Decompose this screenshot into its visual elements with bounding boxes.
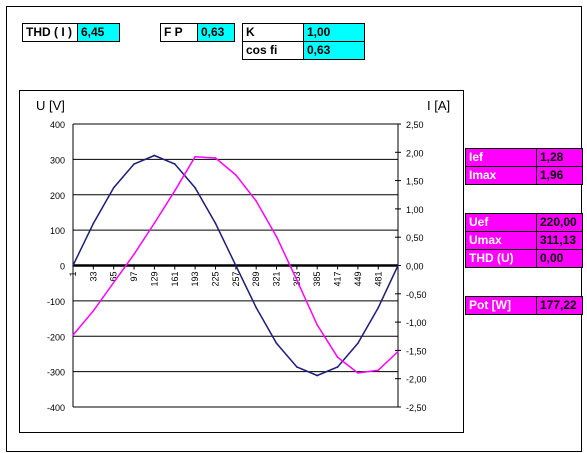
y-tick-label: 200 <box>50 191 65 201</box>
current-point <box>214 157 217 159</box>
thd-u-value: 0,00 <box>536 249 583 268</box>
y2-tick-label: -1,00 <box>406 318 427 328</box>
x-tick-label: 449 <box>353 272 363 287</box>
current-point <box>357 372 359 374</box>
current-point <box>336 356 339 358</box>
current-point <box>296 279 298 282</box>
y2-tick-label: -0,50 <box>406 290 427 300</box>
pot-value: 177,22 <box>536 296 583 315</box>
current-point <box>153 222 156 224</box>
voltage-point <box>112 186 115 189</box>
voltage-point <box>92 222 95 225</box>
current-point <box>377 369 380 372</box>
voltage-point <box>194 186 196 189</box>
cos-fi-label: cos fi <box>242 41 304 60</box>
current-point <box>133 253 135 255</box>
voltage-point <box>275 342 278 345</box>
current-point <box>173 189 176 192</box>
y-axis-label: U [V] <box>36 98 65 113</box>
current-point <box>255 200 257 202</box>
y2-tick-label: -2,50 <box>406 403 427 413</box>
y2-tick-label: -2,00 <box>406 375 427 385</box>
voltage-point <box>296 366 298 368</box>
y-tick-label: 400 <box>50 120 65 130</box>
current-point <box>235 174 237 176</box>
x-tick-label: 225 <box>210 272 220 287</box>
voltage-point <box>133 163 135 165</box>
x-tick-label: 321 <box>272 272 282 287</box>
thd-u-label: THD (U) <box>465 249 537 268</box>
y2-tick-label: 1,00 <box>406 205 424 215</box>
ief-value: 1,28 <box>536 148 583 167</box>
y2-tick-label: 0,00 <box>406 262 424 272</box>
fp-label: F P <box>160 23 198 42</box>
voltage-point <box>153 154 156 157</box>
current-point <box>92 309 95 312</box>
uef-label: Uef <box>465 213 537 232</box>
y2-tick-label: 2,50 <box>406 120 424 130</box>
y-tick-label: 300 <box>50 155 65 165</box>
imax-value: 1,96 <box>536 166 583 185</box>
current-point <box>316 324 319 326</box>
voltage-point <box>173 163 176 165</box>
thd-i-label: THD ( I ) <box>22 23 78 42</box>
voltage-point <box>377 306 380 309</box>
voltage-point <box>397 264 399 267</box>
y-tick-label: -400 <box>47 403 65 413</box>
k-label: K <box>242 23 304 42</box>
imax-label: Imax <box>465 166 537 185</box>
voltage-point <box>72 264 74 267</box>
voltage-point <box>357 342 359 345</box>
x-tick-label: 481 <box>373 272 383 287</box>
pot-label: Pot [W] <box>465 296 537 315</box>
thd-i-value: 6,45 <box>77 23 120 42</box>
y2-tick-label: 2,00 <box>406 148 424 158</box>
waveform-chart: U [V] I [A] 400 300 200 100 0 -100 -200 -300 -40… <box>19 90 464 433</box>
fp-value: 0,63 <box>197 23 235 42</box>
voltage-point <box>316 374 319 377</box>
k-value: 1,00 <box>303 23 365 42</box>
current-point <box>194 156 196 158</box>
y2-axis-label: I [A] <box>427 98 450 113</box>
x-tick-label: 417 <box>333 272 343 287</box>
x-tick-label: 33 <box>88 272 98 282</box>
umax-value: 311,13 <box>536 231 583 250</box>
y-tick-label: -100 <box>47 297 65 307</box>
ief-label: Ief <box>465 148 537 167</box>
x-tick-label: 97 <box>129 272 139 282</box>
current-point <box>72 334 74 336</box>
y2-tick-label: 1,50 <box>406 177 424 187</box>
uef-value: 220,00 <box>536 213 583 232</box>
x-tick-label: 1 <box>68 272 78 277</box>
umax-label: Umax <box>465 231 537 250</box>
x-tick-label: 161 <box>170 272 180 287</box>
current-point <box>275 235 278 238</box>
voltage-point <box>214 222 217 225</box>
voltage-point <box>235 264 237 267</box>
y-tick-label: -200 <box>47 332 65 342</box>
y2-tick-label: 0,50 <box>406 233 424 243</box>
chart-canvas: U [V] I [A] 400 300 200 100 0 -100 -200 -300 -40… <box>36 98 450 413</box>
y2-tick-label: -1,50 <box>406 346 427 356</box>
voltage-point <box>255 306 257 309</box>
x-tick-label: 385 <box>312 272 322 287</box>
x-tick-label: 257 <box>231 272 241 287</box>
cos-fi-value: 0,63 <box>303 41 365 60</box>
y-tick-label: 100 <box>50 226 65 236</box>
x-tick-label: 65 <box>109 272 119 282</box>
voltage-point <box>336 366 339 368</box>
y-tick-label: -300 <box>47 368 65 378</box>
x-tick-label: 129 <box>149 272 159 287</box>
x-tick-label: 193 <box>190 272 200 287</box>
y-tick-label: 0 <box>60 262 65 272</box>
x-tick-label: 289 <box>251 272 261 287</box>
current-point <box>397 350 399 353</box>
report-frame: THD ( I ) 6,45 F P 0,63 K 1,00 cos fi 0,… <box>6 6 583 452</box>
current-point <box>112 281 115 284</box>
